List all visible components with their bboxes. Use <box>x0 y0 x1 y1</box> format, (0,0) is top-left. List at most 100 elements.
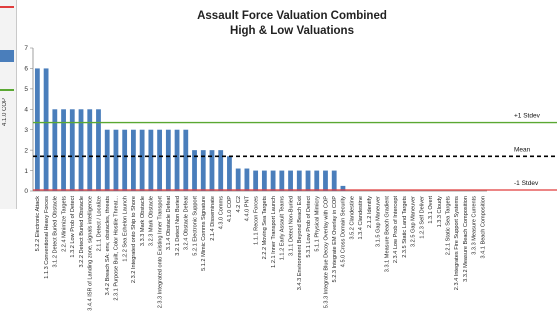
category-label: 1.2.3 Self Deliver <box>419 196 425 239</box>
category-label: 4.3.0 Comms <box>219 196 225 229</box>
reference-line-label: Mean <box>514 146 531 153</box>
bar <box>148 129 154 191</box>
category-label: 5.3.1 Low Prob of Detect <box>306 196 312 258</box>
bar <box>270 170 276 191</box>
bar <box>96 109 101 191</box>
bar <box>122 129 128 191</box>
reference-line-label: +1 Stdev <box>514 113 541 120</box>
category-label: 4.1.0 COP <box>227 196 233 222</box>
bar <box>235 168 241 191</box>
bar-chart: 0 1 2 3 4 5 6 7 5.2.2 Electronic Attack 1.1.3 Con… <box>24 45 557 311</box>
category-label: 2.3.4 Integrates Fire Support Systems <box>454 196 460 290</box>
bar <box>200 150 206 191</box>
bar <box>43 68 49 191</box>
left-fragment-red-line <box>0 6 14 8</box>
y-tick-label: 4 <box>24 106 28 113</box>
category-label: 1.3.3 Cloudy <box>437 196 443 228</box>
left-fragment-green-line <box>0 89 14 91</box>
left-fragment-bar <box>0 50 14 62</box>
chart-title-line-1: Assault Force Valuation Combined <box>197 10 387 22</box>
bar <box>69 109 75 191</box>
category-label: 3.1.4 Obstacle Defeat <box>166 196 172 251</box>
y-tick-label: 0 <box>24 188 28 195</box>
category-label: 1.2.2 Sea Echelon Launch <box>122 196 128 262</box>
y-tick-label: 3 <box>24 127 28 134</box>
chart-title: Assault Force Valuation Combined High & … <box>167 9 417 39</box>
chart-title-line-2: High & Low Valuations <box>230 25 354 37</box>
category-label: 3.1.1 Detect Non-Buried <box>288 196 294 256</box>
y-tick-label: 7 <box>24 45 28 52</box>
category-label: 3.2.4 Obstacle Defeat <box>184 196 190 251</box>
category-label: 5.1.1 Physical Mimicry <box>315 196 321 252</box>
bar <box>244 168 250 191</box>
bar <box>165 129 171 191</box>
category-label: 3.3.3 Measure Currents <box>472 196 478 255</box>
category-label: 4.4.0 PNT <box>245 195 251 221</box>
category-label: 2.3.5 Static Land Targets <box>402 196 408 258</box>
category-label: 3.4.2 Breach SA: env, obstacles, threats <box>105 196 111 296</box>
y-tick-label: 6 <box>24 66 28 73</box>
y-tick-label: 2 <box>24 147 28 154</box>
bar <box>183 129 189 191</box>
category-label: 2.2.1 Static Sea Targets <box>446 196 452 255</box>
bar <box>279 170 285 191</box>
chart-panel: Assault Force Valuation Combined High & … <box>17 0 558 331</box>
category-label: 3.4.1 Beach Composition <box>480 196 486 259</box>
category-label: 1.1.3 Conventional Heavy Forces <box>44 196 50 279</box>
bar <box>61 109 66 191</box>
bar <box>113 129 119 191</box>
category-label: 2.1.4 Disseminate <box>210 196 216 241</box>
category-label: 3.2.5 Gap Maneuver <box>411 196 417 247</box>
bar <box>340 185 346 191</box>
category-label: 1.3.4 Clandestine <box>358 196 364 240</box>
category-label: 4.2 C2 <box>236 196 242 212</box>
category-label: 3.4.3 Environment Beyond Beach Exit <box>297 196 303 291</box>
bar <box>323 170 328 191</box>
bar <box>331 170 337 191</box>
category-label: 5.2.2 Electronic Attack <box>35 196 41 252</box>
category-label: 3.1.2 Detect Buried Obstacle <box>53 196 59 268</box>
category-label: 2.3.3 Integrated onto Existing Inner Tra… <box>157 196 163 309</box>
category-label: 5.1.2 Mimic Comms Signature <box>201 196 207 271</box>
bar <box>139 129 145 191</box>
bar <box>227 156 232 191</box>
category-label: 3.5.2 Clandestine <box>349 196 355 240</box>
category-label: 3.3.3 Mark Obstacle <box>140 196 146 246</box>
bar <box>288 170 293 191</box>
category-label: 5.2.3 Integrate EM Overlay in COP <box>332 196 338 283</box>
category-label: 4.5.0 Cross Domain Security <box>341 196 347 267</box>
bar <box>157 129 162 191</box>
category-label: 2.3.4 Low Prob of Intercept <box>393 196 399 264</box>
left-fragment-label: 4.1.0 COP <box>2 97 8 126</box>
category-label: 2.3.2 Integrated onto Ship to Shore <box>131 196 137 283</box>
bar <box>192 150 197 191</box>
category-label: 2.3.1 Purpose Built, Color Hostile Threa… <box>114 196 120 301</box>
bar <box>78 109 84 191</box>
bar <box>34 68 40 191</box>
category-label: 3.2.1 Detect Non Buried <box>175 196 181 256</box>
category-label: 3.2.2 Detect Buried Obstacle <box>79 196 85 268</box>
category-label: 1.1.1 Recon Forces <box>253 196 259 245</box>
category-label: 3.1.5 Gap Maneuver <box>376 196 382 247</box>
bar <box>253 170 259 191</box>
bar <box>87 109 93 191</box>
bar <box>218 150 224 191</box>
y-tick-label: 5 <box>24 86 28 93</box>
category-label: 3.3.1 Measure Beach Gradient <box>384 196 390 273</box>
category-label: 3.3.2 Measure Beach Composition <box>463 196 469 282</box>
category-label: 3.2.3 Mark Obstacle <box>149 196 155 246</box>
bar <box>314 170 320 191</box>
category-label: 5.3.3 Integrate Blue Decoy Overlay with … <box>323 196 329 309</box>
category-label: 2.1.1 Detect / Localize <box>96 196 102 251</box>
category-label: 5.2.1 Electronic Support <box>192 196 198 256</box>
bar <box>131 129 136 191</box>
category-label: 1.3.1 Overt <box>428 196 434 224</box>
left-chart-fragment: 4.1.0 COP <box>0 0 17 209</box>
bar <box>174 129 180 191</box>
category-label: 1.3.2 Low Prob of Detect <box>70 196 76 258</box>
category-label: 2.2.4 Minimize Targets <box>61 196 67 252</box>
category-label: 1.1.2 Early Assault Teams <box>280 196 286 260</box>
bar <box>305 170 311 191</box>
bar <box>209 150 215 191</box>
bar <box>104 129 110 191</box>
